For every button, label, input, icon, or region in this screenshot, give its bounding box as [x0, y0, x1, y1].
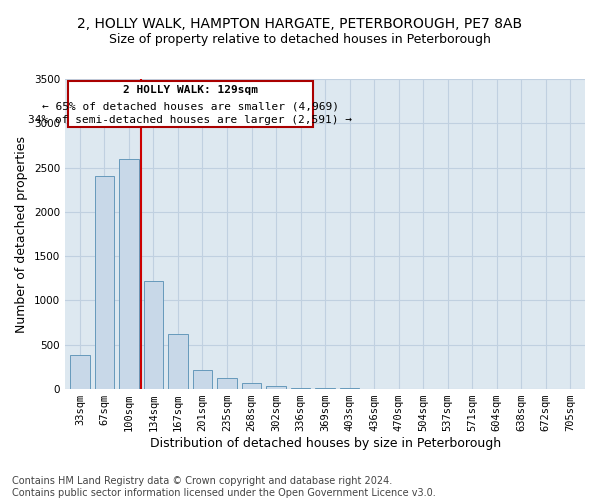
- Bar: [143, 281, 163, 389]
- Bar: [70, 354, 89, 389]
- Bar: [168, 334, 188, 389]
- Bar: [315, 388, 335, 389]
- Bar: [291, 388, 310, 389]
- Bar: [217, 378, 237, 389]
- Bar: [242, 383, 262, 389]
- Y-axis label: Number of detached properties: Number of detached properties: [16, 136, 28, 332]
- Text: Contains HM Land Registry data © Crown copyright and database right 2024.
Contai: Contains HM Land Registry data © Crown c…: [12, 476, 436, 498]
- Text: ← 65% of detached houses are smaller (4,969): ← 65% of detached houses are smaller (4,…: [41, 101, 338, 111]
- FancyBboxPatch shape: [68, 80, 313, 127]
- Text: 34% of semi-detached houses are larger (2,591) →: 34% of semi-detached houses are larger (…: [28, 115, 352, 125]
- Bar: [340, 388, 359, 389]
- Text: 2 HOLLY WALK: 129sqm: 2 HOLLY WALK: 129sqm: [122, 85, 257, 95]
- Bar: [266, 386, 286, 389]
- Bar: [95, 176, 114, 389]
- Bar: [193, 370, 212, 389]
- Text: Size of property relative to detached houses in Peterborough: Size of property relative to detached ho…: [109, 32, 491, 46]
- Bar: [119, 158, 139, 389]
- Text: 2, HOLLY WALK, HAMPTON HARGATE, PETERBOROUGH, PE7 8AB: 2, HOLLY WALK, HAMPTON HARGATE, PETERBOR…: [77, 18, 523, 32]
- X-axis label: Distribution of detached houses by size in Peterborough: Distribution of detached houses by size …: [149, 437, 500, 450]
